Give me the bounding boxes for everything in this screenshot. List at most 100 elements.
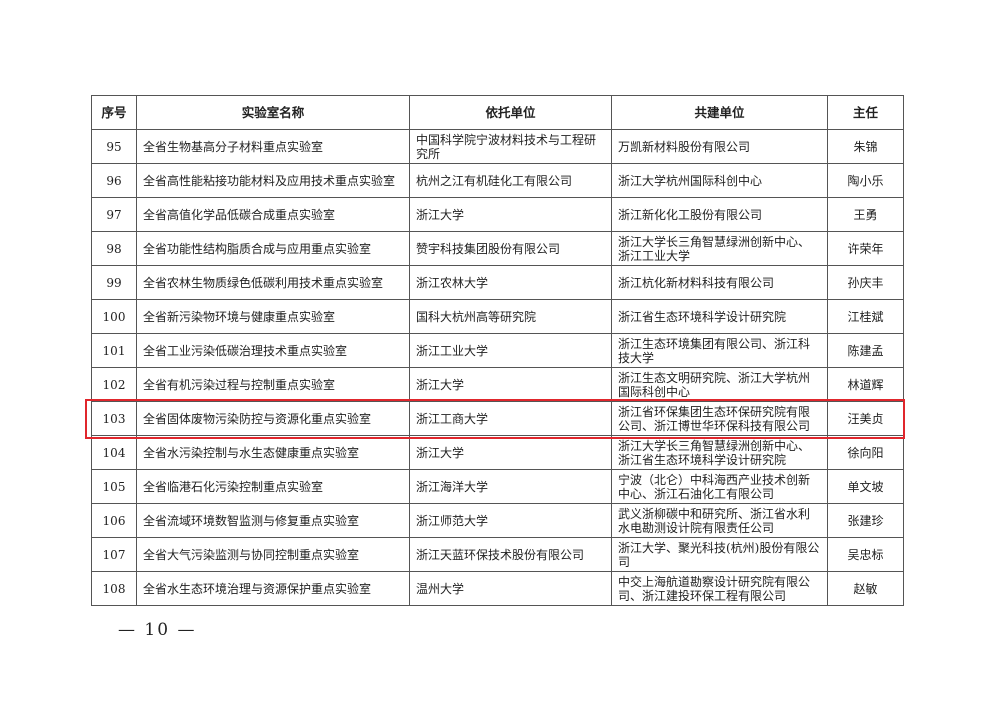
director-text: 孙庆丰: [847, 275, 884, 290]
cell-director: 江桂斌: [827, 299, 904, 334]
director-text: 林道辉: [847, 377, 884, 392]
cell-director: 张建珍: [827, 503, 904, 538]
cell-partner: 浙江省生态环境科学设计研究院: [611, 299, 828, 334]
cell-host: 国科大杭州高等研究院: [409, 299, 612, 334]
name-text: 全省水生态环境治理与资源保护重点实验室: [143, 581, 372, 596]
cell-name: 全省水生态环境治理与资源保护重点实验室: [136, 571, 410, 606]
cell-name: 全省高值化学品低碳合成重点实验室: [136, 197, 410, 232]
host-text: 浙江工商大学: [416, 411, 489, 426]
director-text: 陶小乐: [847, 173, 884, 188]
cell-director: 吴忠标: [827, 537, 904, 572]
cell-name: 全省生物基高分子材料重点实验室: [136, 129, 410, 164]
no-text: 97: [106, 207, 122, 222]
cell-director: 许荣年: [827, 231, 904, 266]
partner-text: 浙江大学杭州国际科创中心: [618, 173, 763, 188]
partner-text: 武义浙柳碳中和研究所、浙江省水利水电勘测设计院有限责任公司: [618, 506, 811, 535]
table-row: 99 全省农林生物质绿色低碳利用技术重点实验室 浙江农林大学 浙江杭化新材料科技有限公…: [91, 265, 904, 300]
cell-director: 徐向阳: [827, 435, 904, 470]
director-text: 朱锦: [853, 139, 878, 154]
no-text: 99: [106, 275, 122, 290]
name-text: 全省大气污染监测与协同控制重点实验室: [143, 547, 360, 562]
host-text: 温州大学: [416, 581, 465, 596]
header-no: 序号: [91, 95, 137, 130]
cell-director: 陈建孟: [827, 333, 904, 368]
cell-host: 中国科学院宁波材料技术与工程研究所: [409, 129, 612, 164]
cell-host: 浙江大学: [409, 197, 612, 232]
no-text: 96: [106, 173, 122, 188]
host-text: 浙江天蓝环保技术股份有限公司: [416, 547, 585, 562]
cell-director: 林道辉: [827, 367, 904, 402]
cell-director: 王勇: [827, 197, 904, 232]
name-text: 全省新污染物环境与健康重点实验室: [143, 309, 336, 324]
no-text: 104: [102, 445, 126, 460]
cell-host: 浙江大学: [409, 367, 612, 402]
cell-no: 96: [91, 163, 137, 198]
cell-name: 全省水污染控制与水生态健康重点实验室: [136, 435, 410, 470]
cell-director: 赵敏: [827, 571, 904, 606]
name-text: 全省水污染控制与水生态健康重点实验室: [143, 445, 360, 460]
no-text: 105: [102, 479, 126, 494]
cell-partner: 浙江大学、聚光科技(杭州)股份有限公司: [611, 537, 828, 572]
table-row: 108 全省水生态环境治理与资源保护重点实验室 温州大学 中交上海航道勘察设计研究院有…: [91, 571, 904, 606]
name-text: 全省有机污染过程与控制重点实验室: [143, 377, 336, 392]
name-text: 全省工业污染低碳治理技术重点实验室: [143, 343, 348, 358]
cell-name: 全省有机污染过程与控制重点实验室: [136, 367, 410, 402]
name-text: 全省农林生物质绿色低碳利用技术重点实验室: [143, 275, 384, 290]
name-text: 全省流域环境数智监测与修复重点实验室: [143, 513, 360, 528]
cell-director: 陶小乐: [827, 163, 904, 198]
cell-partner: 浙江大学长三角智慧绿洲创新中心、浙江工业大学: [611, 231, 828, 266]
cell-no: 108: [91, 571, 137, 606]
cell-partner: 中交上海航道勘察设计研究院有限公司、浙江建投环保工程有限公司: [611, 571, 828, 606]
cell-name: 全省高性能粘接功能材料及应用技术重点实验室: [136, 163, 410, 198]
no-text: 107: [102, 547, 126, 562]
header-name: 实验室名称: [136, 95, 410, 130]
table-header: 序号 实验室名称 依托单位 共建单位 主任: [91, 95, 904, 130]
cell-host: 浙江师范大学: [409, 503, 612, 538]
cell-name: 全省功能性结构脂质合成与应用重点实验室: [136, 231, 410, 266]
partner-text: 浙江大学长三角智慧绿洲创新中心、浙江工业大学: [618, 234, 811, 263]
cell-no: 104: [91, 435, 137, 470]
name-text: 全省临港石化污染控制重点实验室: [143, 479, 324, 494]
no-text: 103: [102, 411, 126, 426]
cell-director: 朱锦: [827, 129, 904, 164]
cell-no: 103: [91, 401, 137, 436]
director-text: 汪美贞: [847, 411, 884, 426]
cell-host: 浙江工业大学: [409, 333, 612, 368]
host-text: 浙江工业大学: [416, 343, 489, 358]
cell-name: 全省固体废物污染防控与资源化重点实验室: [136, 401, 410, 436]
director-text: 吴忠标: [847, 547, 884, 562]
name-text: 全省固体废物污染防控与资源化重点实验室: [143, 411, 372, 426]
cell-director: 单文坡: [827, 469, 904, 504]
director-text: 许荣年: [847, 241, 884, 256]
name-text: 全省高性能粘接功能材料及应用技术重点实验室: [143, 173, 396, 188]
no-text: 100: [102, 309, 126, 324]
table-row: 107 全省大气污染监测与协同控制重点实验室 浙江天蓝环保技术股份有限公司 浙江大学、…: [91, 537, 904, 572]
host-text: 中国科学院宁波材料技术与工程研究所: [416, 132, 597, 161]
partner-text: 浙江大学长三角智慧绿洲创新中心、浙江省生态环境科学设计研究院: [618, 438, 811, 467]
cell-no: 98: [91, 231, 137, 266]
cell-partner: 武义浙柳碳中和研究所、浙江省水利水电勘测设计院有限责任公司: [611, 503, 828, 538]
host-text: 赞宇科技集团股份有限公司: [416, 241, 561, 256]
table-row: 106 全省流域环境数智监测与修复重点实验室 浙江师范大学 武义浙柳碳中和研究所、浙江…: [91, 503, 904, 538]
host-text: 浙江大学: [416, 445, 465, 460]
table-row: 102 全省有机污染过程与控制重点实验室 浙江大学 浙江生态文明研究院、浙江大学杭州国…: [91, 367, 904, 402]
cell-no: 105: [91, 469, 137, 504]
cell-no: 102: [91, 367, 137, 402]
table-row: 103 全省固体废物污染防控与资源化重点实验室 浙江工商大学 浙江省环保集团生态环保研…: [91, 401, 904, 436]
partner-text: 宁波（北仑）中科海西产业技术创新中心、浙江石油化工有限公司: [618, 472, 811, 501]
cell-partner: 浙江省环保集团生态环保研究院有限公司、浙江博世华环保科技有限公司: [611, 401, 828, 436]
cell-no: 97: [91, 197, 137, 232]
cell-partner: 浙江大学杭州国际科创中心: [611, 163, 828, 198]
partner-text: 浙江生态环境集团有限公司、浙江科技大学: [618, 336, 811, 365]
partner-text: 万凯新材料股份有限公司: [618, 139, 751, 154]
table-row: 98 全省功能性结构脂质合成与应用重点实验室 赞宇科技集团股份有限公司 浙江大学长三角…: [91, 231, 904, 266]
highlight-box: [85, 399, 905, 439]
partner-text: 浙江省环保集团生态环保研究院有限公司、浙江博世华环保科技有限公司: [618, 404, 811, 433]
host-text: 浙江农林大学: [416, 275, 489, 290]
cell-partner: 万凯新材料股份有限公司: [611, 129, 828, 164]
cell-partner: 浙江杭化新材料科技有限公司: [611, 265, 828, 300]
director-text: 王勇: [853, 207, 878, 222]
cell-partner: 浙江生态文明研究院、浙江大学杭州国际科创中心: [611, 367, 828, 402]
partner-text: 浙江杭化新材料科技有限公司: [618, 275, 775, 290]
cell-name: 全省工业污染低碳治理技术重点实验室: [136, 333, 410, 368]
